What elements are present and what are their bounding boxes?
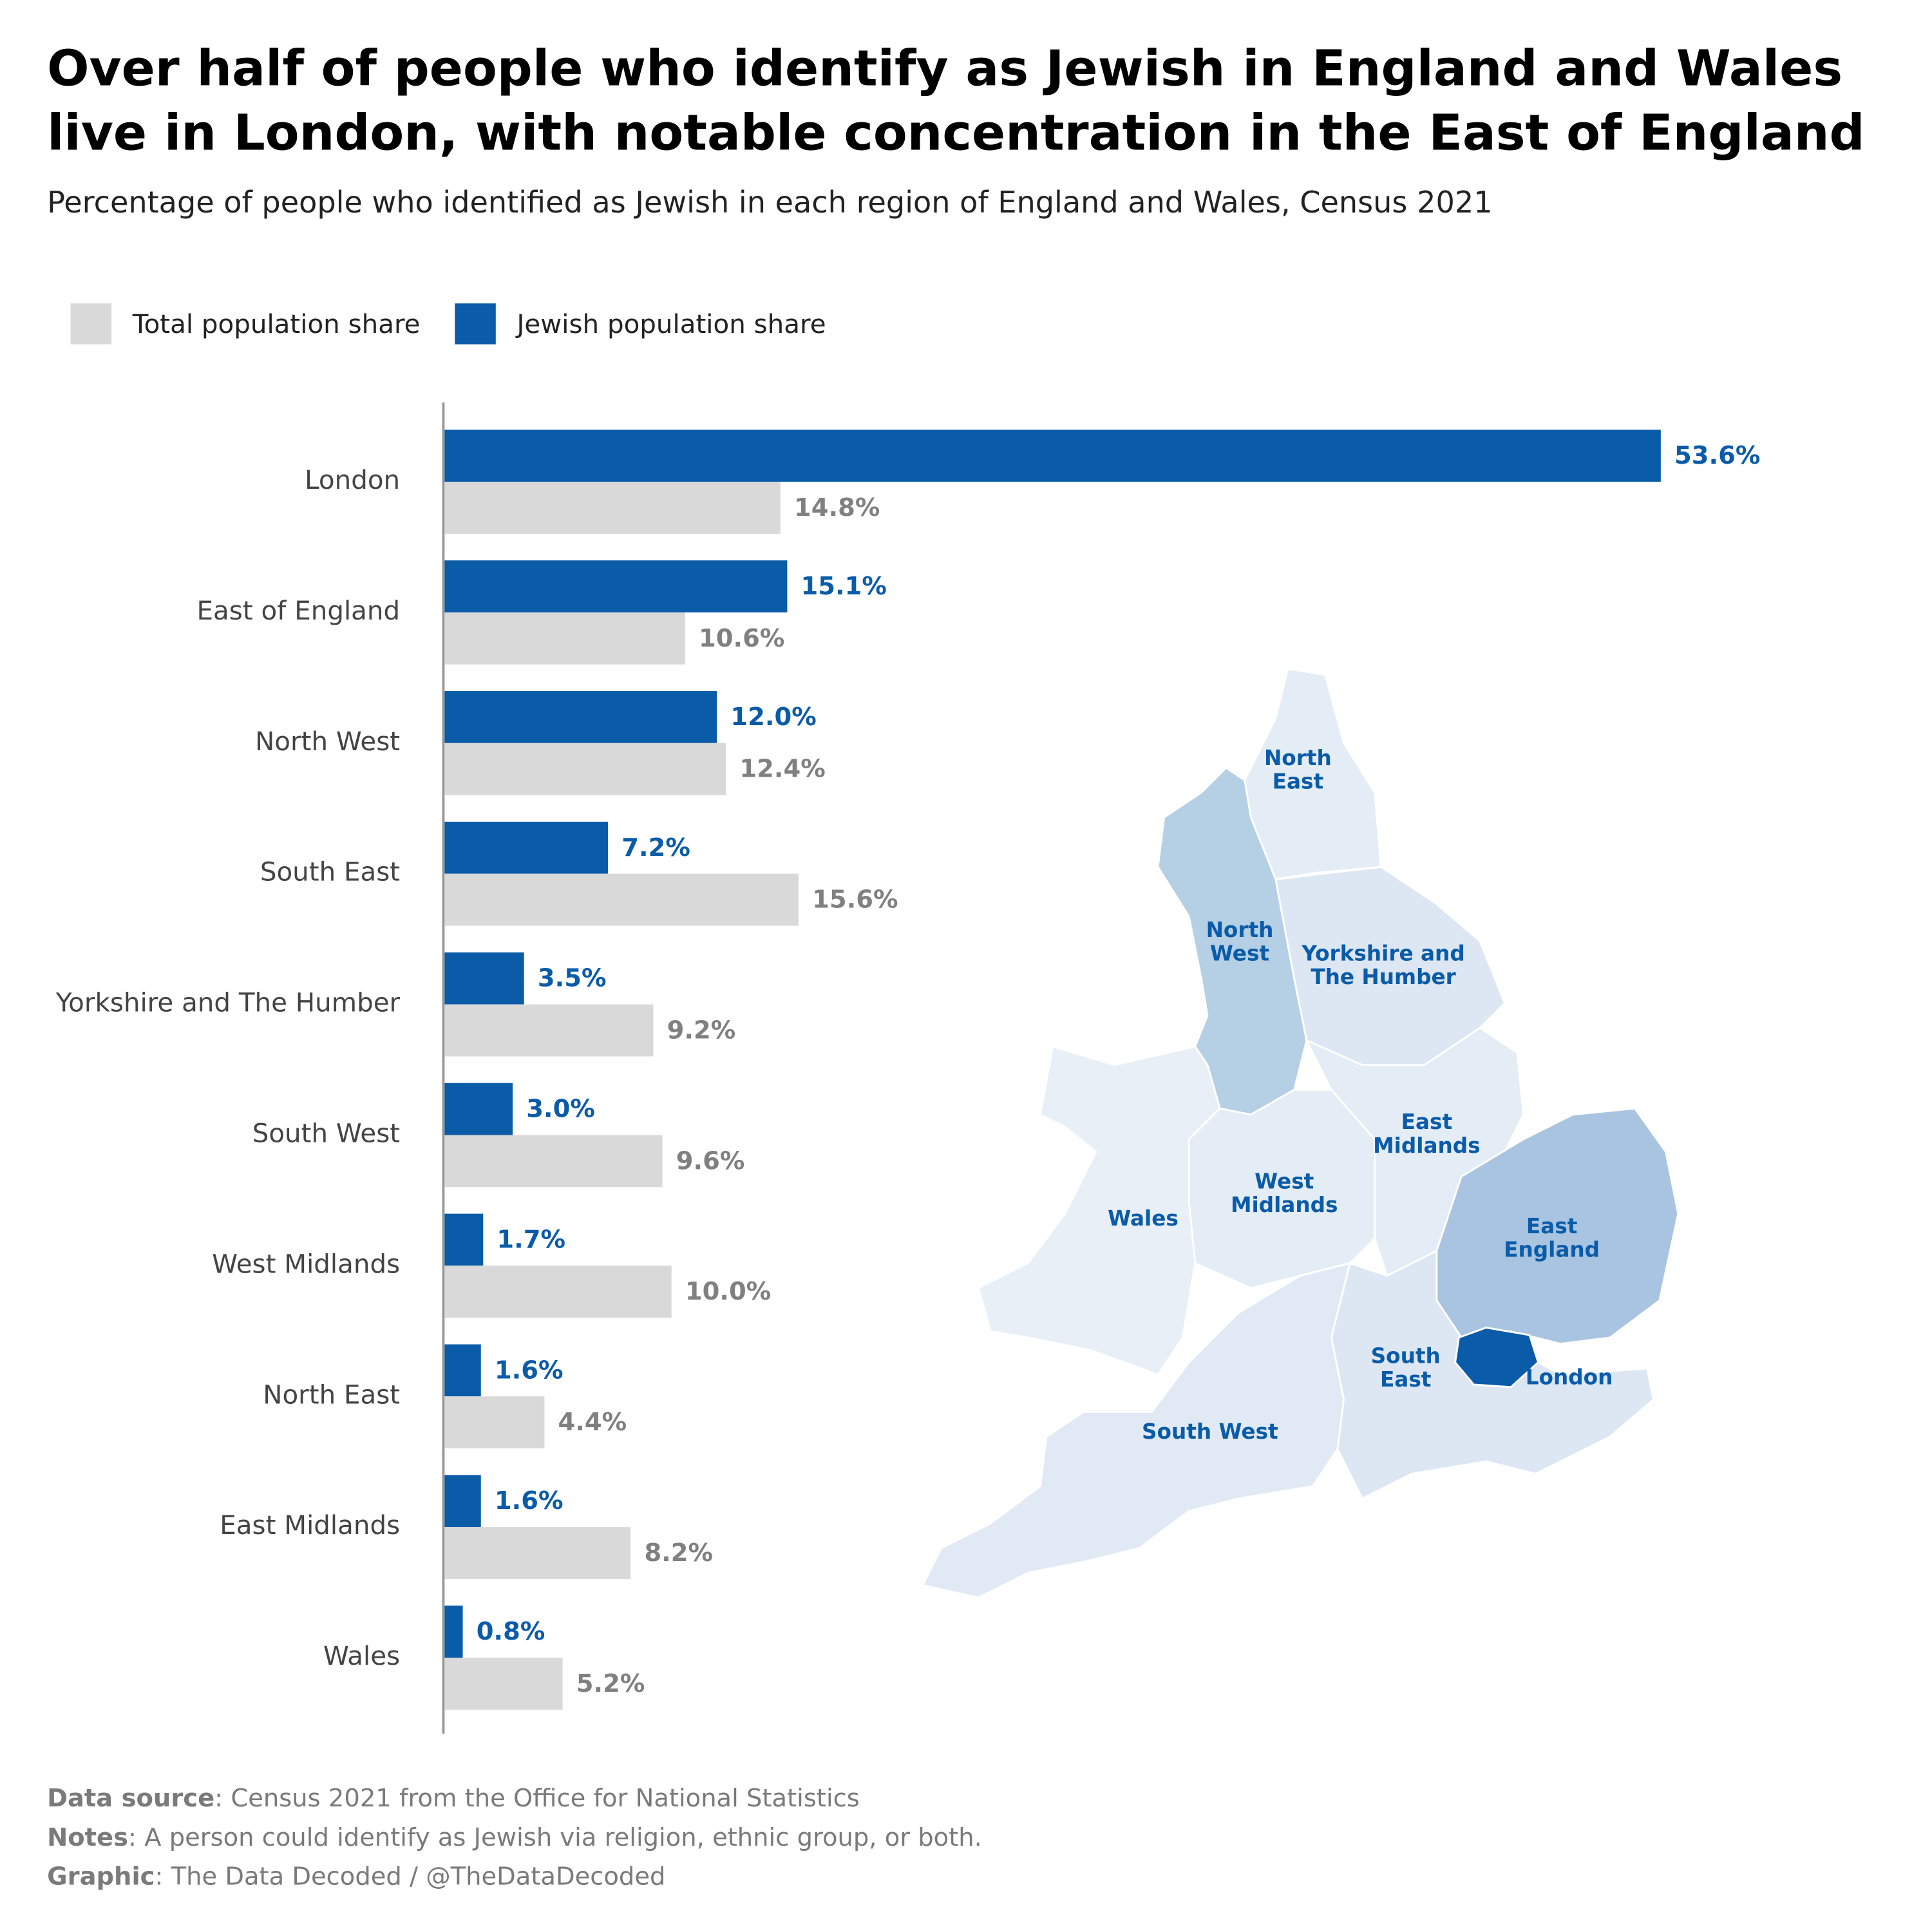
footer-line: Data source: Census 2021 from the Office… [47, 1784, 860, 1813]
data-label: 1.6% [495, 1356, 564, 1385]
map-label: Midlands [1231, 1193, 1338, 1217]
bar [444, 1135, 663, 1188]
bar [444, 743, 726, 795]
bar [444, 1004, 654, 1057]
y-tick-label: London [305, 465, 400, 495]
map-label: West [1210, 942, 1269, 966]
map-label: The Humber [1311, 965, 1456, 989]
bar [444, 821, 609, 874]
map-label: East [1273, 769, 1323, 793]
map-label: North [1206, 918, 1274, 942]
footer-label: Graphic [47, 1862, 155, 1891]
region-south-west [921, 1262, 1352, 1599]
region-wales [977, 1045, 1221, 1376]
footer-line: Notes: A person could identify as Jewish… [47, 1823, 982, 1852]
data-label: 53.6% [1674, 441, 1760, 470]
data-label: 4.4% [558, 1408, 627, 1437]
bar [444, 952, 524, 1005]
chart-subtitle: Percentage of people who identified as J… [47, 185, 1493, 220]
bar [444, 560, 788, 612]
data-label: 10.0% [685, 1277, 771, 1306]
map-label: North [1264, 746, 1332, 770]
y-tick-label: Yorkshire and The Humber [55, 988, 401, 1018]
region-london [1454, 1327, 1540, 1388]
bar [444, 1475, 481, 1528]
legend-label: Total population share [132, 309, 421, 339]
y-tick-label: East Midlands [220, 1510, 400, 1540]
data-label: 15.6% [812, 886, 898, 914]
data-label: 3.5% [538, 964, 607, 993]
footer-text: : A person could identify as Jewish via … [128, 1823, 982, 1852]
bar [444, 1527, 631, 1579]
y-tick-label: South East [260, 857, 400, 887]
legend-swatch [455, 303, 496, 345]
map-label: West [1255, 1170, 1314, 1194]
chart-title: live in London, with notable concentrati… [47, 105, 1864, 162]
map-label: East [1401, 1110, 1452, 1134]
data-label: 5.2% [576, 1669, 645, 1698]
legend-label: Jewish population share [515, 309, 826, 339]
map-label: Midlands [1373, 1133, 1481, 1158]
y-tick-label: North East [263, 1379, 400, 1410]
data-label: 12.0% [730, 703, 816, 732]
map-label: East [1526, 1214, 1577, 1238]
map-label: South [1371, 1344, 1441, 1368]
data-label: 0.8% [477, 1617, 545, 1646]
map-label: England [1504, 1237, 1600, 1262]
data-label: 9.6% [676, 1146, 745, 1175]
y-tick-label: Wales [323, 1641, 400, 1671]
map-label: South West [1142, 1419, 1278, 1444]
footer-text: : The Data Decoded / @TheDataDecoded [155, 1862, 665, 1891]
region-south-east [1330, 1249, 1654, 1500]
bar [444, 1396, 545, 1449]
footer-text: : Census 2021 from the Office for Nation… [214, 1784, 860, 1813]
footer-label: Notes [47, 1823, 128, 1852]
data-label: 9.2% [667, 1016, 736, 1045]
y-tick-label: East of England [197, 596, 401, 626]
data-label: 1.6% [495, 1486, 564, 1515]
map [921, 667, 1680, 1599]
map-label: East [1380, 1367, 1431, 1392]
bar [444, 1605, 463, 1658]
bar [444, 430, 1661, 482]
bar [444, 1083, 513, 1135]
data-label: 10.6% [699, 624, 784, 653]
data-label: 8.2% [644, 1539, 713, 1567]
footer-label: Data source [47, 1784, 214, 1813]
data-label: 15.1% [801, 572, 887, 601]
footer-line: Graphic: The Data Decoded / @TheDataDeco… [47, 1862, 665, 1891]
bar [444, 1344, 481, 1397]
map-label: Yorkshire and [1301, 942, 1464, 966]
data-label: 14.8% [794, 493, 880, 522]
data-label: 7.2% [621, 833, 690, 862]
data-label: 3.0% [526, 1095, 595, 1124]
chart-title: Over half of people who identify as Jewi… [47, 41, 1842, 98]
bar [444, 873, 799, 926]
bar [444, 1658, 563, 1710]
bar [444, 1213, 484, 1266]
bar [444, 691, 717, 743]
bar [444, 1265, 672, 1318]
map-label: London [1526, 1365, 1613, 1389]
bar [444, 482, 781, 534]
y-tick-label: South West [252, 1119, 400, 1149]
data-label: 12.4% [739, 755, 825, 784]
legend-swatch [70, 303, 112, 345]
bar [444, 612, 685, 665]
y-tick-label: West Midlands [212, 1249, 400, 1279]
y-tick-label: North West [255, 726, 400, 757]
map-label: Wales [1108, 1206, 1179, 1231]
data-label: 1.7% [497, 1225, 565, 1254]
region-north-east [1244, 667, 1382, 880]
